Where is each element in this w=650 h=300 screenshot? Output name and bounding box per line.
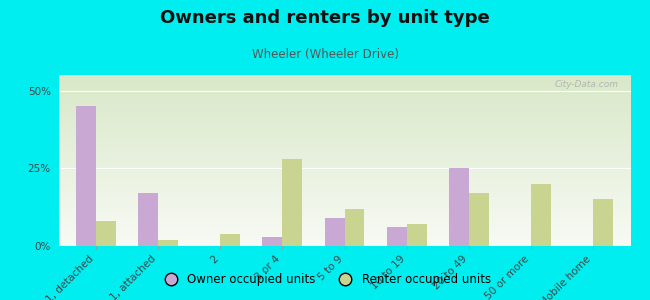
Bar — [263, 237, 282, 246]
Bar — [531, 184, 551, 246]
Bar — [138, 193, 158, 246]
Bar — [96, 221, 116, 246]
Bar — [158, 240, 178, 246]
Text: City-Data.com: City-Data.com — [555, 80, 619, 89]
Text: Wheeler (Wheeler Drive): Wheeler (Wheeler Drive) — [252, 48, 398, 61]
Bar — [593, 200, 613, 246]
Bar — [449, 168, 469, 246]
Bar — [76, 106, 96, 246]
Bar — [469, 193, 489, 246]
Bar — [407, 224, 426, 246]
Bar — [344, 209, 365, 246]
Legend: Owner occupied units, Renter occupied units: Owner occupied units, Renter occupied un… — [154, 269, 496, 291]
Text: Owners and renters by unit type: Owners and renters by unit type — [160, 9, 490, 27]
Bar — [220, 234, 240, 246]
Bar — [387, 227, 407, 246]
Bar — [282, 159, 302, 246]
Bar — [324, 218, 345, 246]
